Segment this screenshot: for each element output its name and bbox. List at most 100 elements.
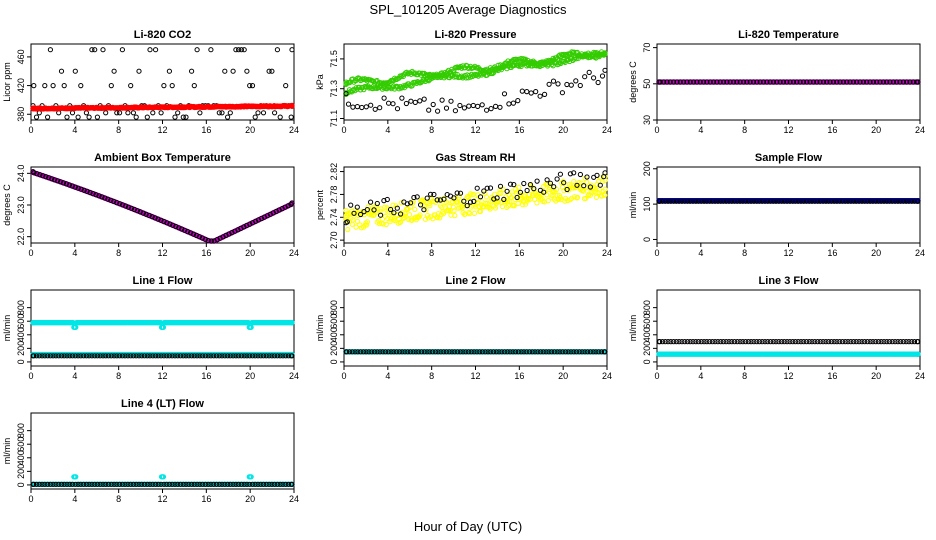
- data-point: [158, 110, 164, 116]
- data-point: [50, 83, 56, 89]
- data-point: [810, 79, 817, 85]
- x-tick-label: 4: [698, 371, 703, 381]
- data-point: [704, 79, 710, 85]
- x-tick-label: 0: [341, 371, 346, 381]
- x-tick-label: 20: [558, 248, 568, 258]
- data-point: [233, 47, 239, 53]
- y-tick-label: 0: [642, 237, 652, 242]
- data-point: [474, 185, 480, 191]
- data-point: [777, 79, 783, 85]
- data-point: [794, 79, 800, 85]
- data-point: [94, 114, 101, 120]
- data-point: [247, 83, 253, 89]
- y-axis-label: percent: [315, 189, 325, 220]
- data-point: [534, 178, 540, 184]
- x-tick-label: 4: [385, 371, 390, 381]
- data-point: [594, 172, 600, 178]
- y-tick-label: 0: [16, 359, 26, 364]
- data-point: [72, 68, 78, 74]
- x-tick-label: 0: [28, 248, 33, 258]
- data-point: [510, 100, 517, 106]
- y-axis-label: Licor ppm: [2, 62, 12, 102]
- data-point: [277, 114, 283, 120]
- data-point: [528, 90, 534, 96]
- data-point: [724, 79, 730, 85]
- data-point: [537, 93, 543, 99]
- data-point: [787, 79, 793, 85]
- series-raw: [30, 169, 295, 244]
- x-tick-label: 16: [514, 125, 524, 135]
- data-point: [691, 79, 697, 85]
- y-tick-label: 380: [16, 107, 26, 122]
- data-point: [493, 103, 499, 110]
- plot-frame: [656, 166, 921, 244]
- data-point: [61, 83, 67, 89]
- data-point: [475, 103, 481, 110]
- data-point: [602, 67, 608, 73]
- panel-title: Ambient Box Temperature: [94, 152, 231, 164]
- data-point: [573, 78, 579, 84]
- data-point: [707, 79, 713, 85]
- y-axis-label: degrees C: [2, 184, 12, 226]
- data-point: [506, 101, 512, 107]
- data-point: [368, 199, 374, 205]
- y-tick-label: 2.74: [329, 209, 339, 227]
- data-point: [222, 68, 228, 74]
- data-point: [582, 74, 588, 80]
- y-tick-label: 800: [642, 300, 652, 315]
- x-tick-label: 0: [654, 125, 659, 135]
- y-tick-label: 460: [16, 49, 26, 64]
- data-point: [377, 105, 383, 111]
- data-point: [372, 106, 378, 112]
- data-point: [350, 104, 356, 110]
- data-point: [519, 88, 525, 94]
- data-point: [497, 104, 503, 110]
- y-tick-label: 71.1: [329, 110, 339, 128]
- data-point: [448, 98, 454, 104]
- data-point: [664, 79, 670, 85]
- x-tick-label: 20: [558, 371, 568, 381]
- data-point: [458, 74, 464, 80]
- data-point: [797, 79, 803, 85]
- data-point: [349, 221, 355, 227]
- x-tick-label: 4: [385, 125, 390, 135]
- x-tick-label: 0: [654, 371, 659, 381]
- data-point: [225, 114, 231, 120]
- panel-title: Line 3 Flow: [759, 275, 819, 287]
- x-tick-label: 4: [72, 248, 77, 258]
- data-point: [150, 110, 156, 116]
- data-point: [238, 47, 244, 53]
- data-point: [108, 83, 114, 89]
- y-axis-label: ml/min: [628, 315, 638, 342]
- data-point: [216, 110, 222, 116]
- data-point: [717, 79, 723, 85]
- data-point: [667, 79, 673, 85]
- data-point: [86, 114, 92, 120]
- series-avg: [656, 351, 921, 357]
- data-point: [757, 79, 763, 85]
- data-point: [289, 47, 295, 53]
- data-point: [426, 107, 432, 113]
- data-point: [711, 79, 717, 85]
- data-point: [721, 79, 727, 85]
- x-tick-label: 20: [871, 125, 881, 135]
- y-tick-label: 24.0: [16, 165, 26, 183]
- x-tick-label: 12: [470, 248, 480, 258]
- data-point: [466, 103, 472, 109]
- x-tick-label: 24: [915, 248, 925, 258]
- y-tick-label: 800: [16, 300, 26, 315]
- data-point: [684, 79, 690, 85]
- data-point: [252, 114, 258, 120]
- data-point: [169, 83, 175, 89]
- x-tick-label: 24: [602, 248, 612, 258]
- data-point: [452, 108, 458, 114]
- data-point: [343, 91, 349, 97]
- data-point: [356, 84, 362, 90]
- data-point: [524, 89, 530, 95]
- series-raw: [656, 79, 921, 85]
- x-tick-label: 8: [742, 371, 747, 381]
- data-point: [381, 95, 387, 101]
- x-tick-label: 24: [289, 248, 299, 258]
